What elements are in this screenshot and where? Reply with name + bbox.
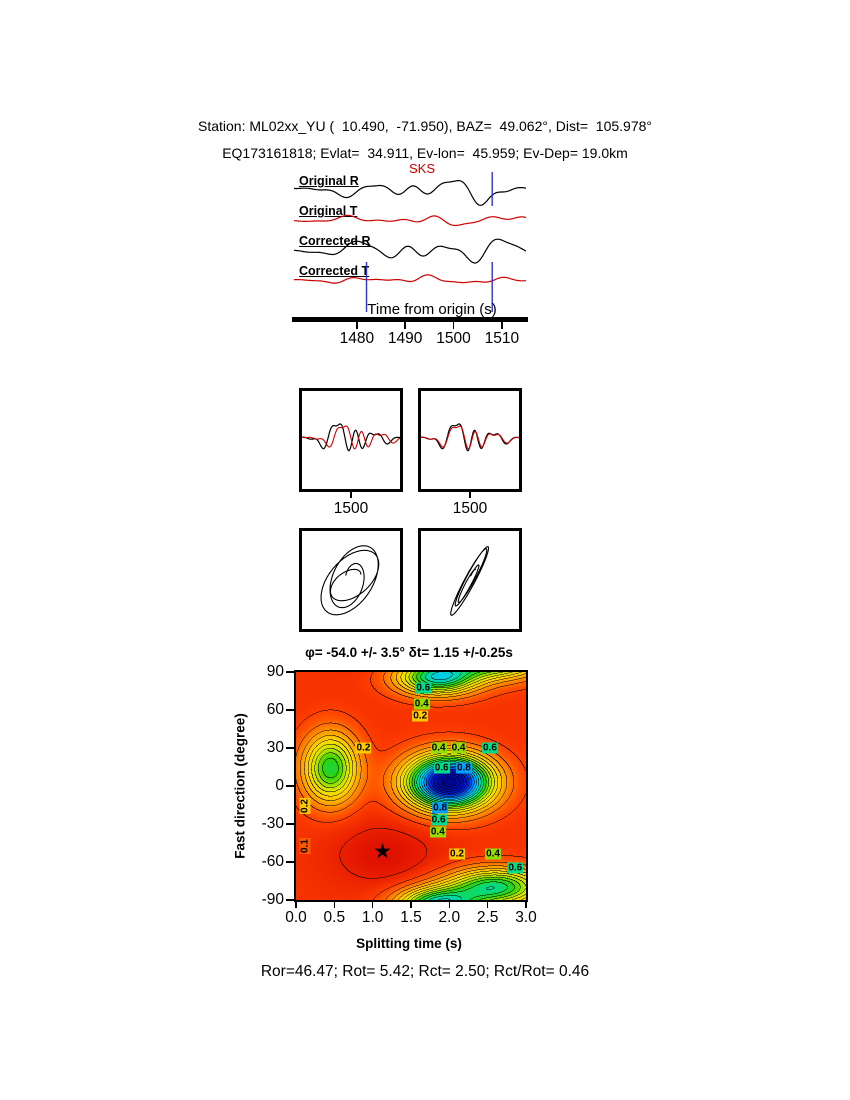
particle-motion-path [320, 545, 380, 616]
contour-label: 0.2 [299, 798, 311, 815]
particle-motion-box-original [299, 528, 403, 632]
fast-direction-tick-mark [286, 899, 294, 901]
seismogram-trace [293, 214, 527, 227]
particle-motion-path [450, 545, 490, 616]
compare-tick-label-right: 1500 [452, 500, 488, 517]
contour-title: φ= -54.0 +/- 3.5° δt= 1.15 +/-0.25s [305, 645, 513, 660]
contour-label: 0.4 [413, 698, 430, 710]
time-axis-line [292, 317, 528, 322]
splitting-time-tick-mark [371, 902, 374, 908]
slow-component-trace [420, 425, 519, 450]
fast-direction-tick-label: -30 [261, 815, 284, 832]
particle-motion-original-svg [320, 545, 380, 616]
time-axis-title: Time from origin (s) [367, 301, 497, 318]
contour-label: 0.4 [429, 826, 446, 838]
contour-label: 0.2 [449, 848, 465, 860]
waveform-compare-box-original [299, 388, 403, 492]
splitting-time-tick-mark [448, 902, 451, 908]
time-tick-mark [404, 322, 406, 329]
fast-direction-tick-label: 90 [266, 663, 284, 680]
fast-direction-tick-mark [286, 747, 294, 749]
fast-direction-tick-label: 30 [266, 739, 284, 756]
result-line: Ror=46.47; Rot= 5.42; Rct= 2.50; Rct/Rot… [260, 963, 590, 980]
fast-direction-tick-mark [286, 709, 294, 711]
splitting-time-tick-label: 3.0 [515, 909, 537, 926]
fast-direction-tick-mark [286, 671, 294, 673]
slow-component-trace [301, 425, 401, 450]
splitting-time-tick-mark [525, 902, 527, 908]
splitting-time-tick-label: 0.0 [285, 909, 307, 926]
time-tick-label: 1480 [339, 330, 375, 347]
contour-label: 0.2 [412, 710, 429, 722]
contour-canvas [296, 672, 526, 900]
trace-label-corrected-t: Corrected T [299, 264, 370, 278]
seismogram-trace [293, 238, 527, 264]
seismogram-trace [294, 274, 526, 284]
contour-label: 0.4 [430, 742, 447, 754]
trace-label-corrected-r: Corrected R [299, 234, 371, 248]
phase-label: SKS [409, 161, 436, 176]
x-axis-title: Splitting time (s) [356, 936, 462, 951]
trace-label-original-t: Original T [299, 204, 358, 218]
compare-box-tick-left [350, 492, 352, 498]
contour-label: 0.6 [415, 682, 432, 694]
particle-motion-corrected-svg [450, 545, 490, 616]
contour-label: 0.4 [485, 848, 501, 860]
time-tick-mark [452, 322, 455, 329]
contour-label: 0.8 [455, 762, 472, 774]
fast-direction-tick-mark [286, 785, 294, 787]
particle-motion-box-corrected [418, 528, 522, 632]
splitting-time-tick-mark [410, 902, 412, 908]
splitting-time-tick-mark [333, 902, 336, 908]
time-tick-mark [356, 322, 358, 329]
compare-corrected-svg [420, 423, 519, 452]
contour-label: 0.6 [507, 862, 524, 874]
contour-label: 0.4 [450, 742, 467, 754]
contour-label: 0.6 [433, 762, 450, 774]
splitting-time-tick-label: 0.5 [323, 909, 346, 926]
time-tick-label: 1490 [387, 330, 423, 347]
fast-direction-tick-mark [286, 861, 294, 863]
time-tick-label: 1500 [436, 330, 471, 347]
splitting-time-tick-label: 2.5 [476, 909, 499, 926]
time-tick-mark [501, 322, 503, 329]
splitting-time-tick-label: 1.0 [361, 909, 384, 926]
splitting-time-tick-mark [486, 902, 489, 908]
misfit-contour-plot: ★ 0.6 0.4 0.2 0.2 0.4 0.4 0.6 0.6 0.8 0.8 0.6 0.4 0.2… [294, 670, 528, 902]
compare-original-svg [301, 423, 401, 452]
contour-label: 0.6 [482, 742, 498, 754]
fast-direction-tick-mark [286, 823, 294, 825]
fast-component-trace [301, 423, 400, 452]
seismogram-trace [294, 180, 527, 206]
contour-label: 0.6 [430, 814, 447, 826]
time-tick-label: 1510 [484, 330, 520, 347]
contour-label: 0.8 [432, 802, 449, 814]
fast-direction-tick-label: -90 [261, 891, 284, 908]
waveform-compare-box-corrected [418, 388, 522, 492]
waveform-traces-svg [293, 172, 527, 312]
splitting-time-tick-label: 1.5 [400, 909, 422, 926]
splitting-time-tick-label: 2.0 [438, 909, 461, 926]
contour-label: 0.1 [299, 837, 311, 854]
fast-direction-tick-label: -60 [261, 853, 284, 870]
fast-direction-tick-label: 0 [275, 777, 284, 794]
splitting-time-tick-mark [295, 902, 297, 908]
event-info: EQ173161818; Evlat= 34.911, Ev-lon= 45.9… [222, 145, 628, 161]
best-fit-star: ★ [373, 840, 392, 864]
trace-label-original-r: Original R [299, 174, 359, 188]
station-info: Station: ML02xx_YU ( 10.490, -71.950), B… [197, 118, 652, 134]
contour-label: 0.2 [355, 742, 372, 754]
compare-tick-label-left: 1500 [333, 500, 369, 517]
compare-box-tick-right [469, 492, 471, 498]
fast-direction-tick-label: 60 [266, 701, 284, 718]
